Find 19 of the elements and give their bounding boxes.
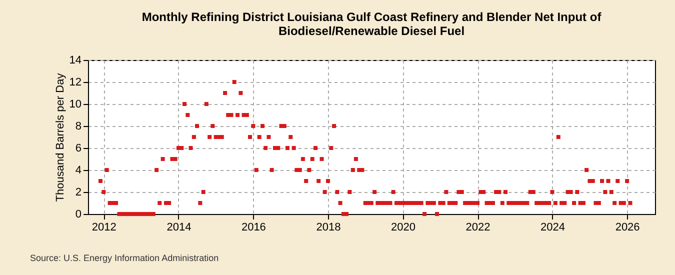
x-tick-label: 2012: [92, 222, 116, 234]
y-tick-label: 6: [75, 142, 82, 154]
x-tick-label: 2026: [615, 222, 640, 234]
chart-title: Monthly Refining District Louisiana Gulf Coast Refinery and Blender Net Input of Biodiesel/Renewable Diesel Fuel: [142, 10, 602, 38]
x-tick-label: 2016: [241, 222, 266, 234]
x-tick-label: 2022: [466, 222, 490, 234]
x-tick-label: 2018: [316, 222, 341, 234]
x-tick-label: 2024: [540, 222, 565, 234]
x-tick-label: 2020: [390, 222, 416, 234]
y-tick-label: 8: [75, 120, 82, 132]
y-tick-label: 4: [75, 164, 82, 176]
y-axis-title: Thousand Barrels per Day: [54, 72, 66, 202]
y-tick-label: 14: [69, 54, 82, 66]
y-tick-label: 12: [69, 76, 82, 88]
y-tick-label: 0: [75, 208, 82, 220]
x-tick-label: 2014: [166, 222, 192, 234]
source-note: Source: U.S. Energy Information Administration: [30, 253, 219, 263]
y-tick-label: 2: [75, 186, 82, 198]
y-tick-label: 10: [69, 98, 82, 110]
